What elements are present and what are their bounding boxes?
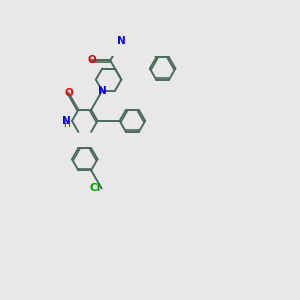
Text: N: N — [98, 86, 106, 96]
Text: O: O — [87, 56, 96, 65]
Text: N: N — [62, 116, 71, 126]
Text: Cl: Cl — [89, 184, 100, 194]
Text: H: H — [63, 120, 70, 129]
Text: N: N — [117, 36, 126, 46]
Text: O: O — [64, 88, 73, 98]
